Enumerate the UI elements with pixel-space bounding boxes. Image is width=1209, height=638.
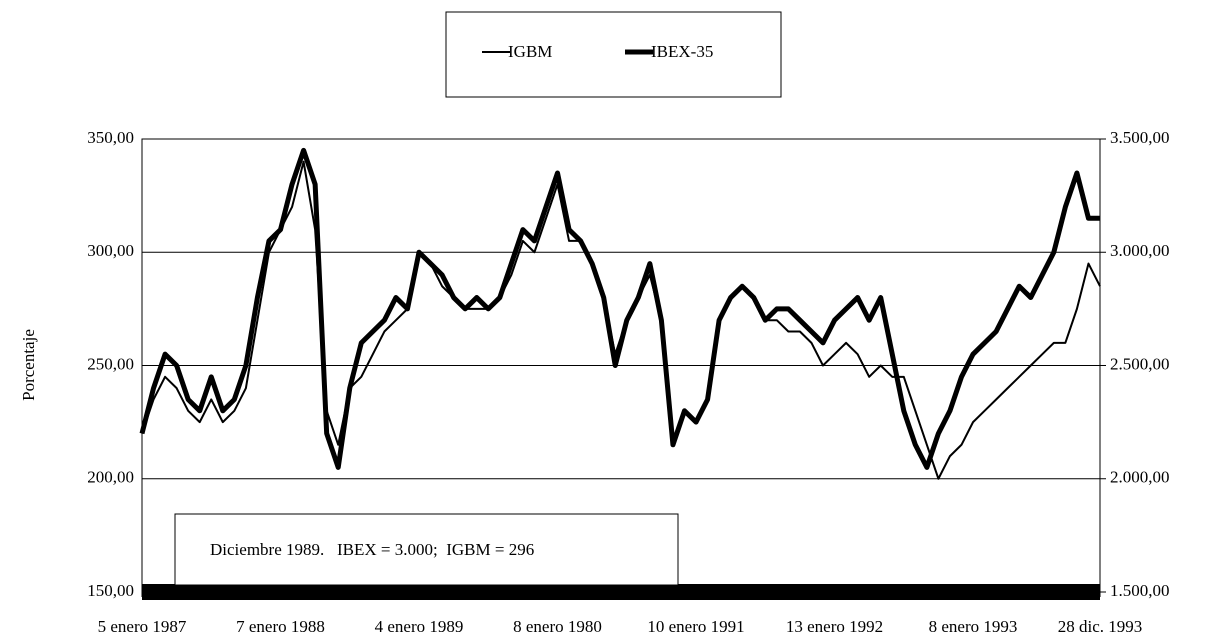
y2-tick-label: 2.000,00 [1110,468,1170,487]
legend-box [445,11,782,98]
annotation: Diciembre 1989. IBEX = 3.000; IGBM = 296 [210,540,534,559]
x-tick-label: 13 enero 1992 [786,617,883,636]
x-tick-label: 7 enero 1988 [236,617,325,636]
legend-label: IGBM [508,42,552,61]
annotation-box [174,513,679,586]
y-tick-label: 350,00 [87,128,134,147]
x-tick-label: 8 enero 1980 [513,617,602,636]
legend-label: IBEX-35 [651,42,713,61]
x-tick-label: 5 enero 1987 [98,617,187,636]
y-tick-label: 250,00 [87,354,134,373]
y2-tick-label: 2.500,00 [1110,354,1170,373]
x-axis-bar [142,584,1100,600]
x-tick-label: 28 dic. 1993 [1058,617,1143,636]
y-axis-label: Porcentaje [19,329,38,401]
series-line [139,147,1100,470]
x-tick-label: 8 enero 1993 [929,617,1018,636]
y2-tick-label: 1.500,00 [1110,581,1170,600]
y-tick-label: 200,00 [87,468,134,487]
y2-tick-label: 3.000,00 [1110,241,1170,260]
y-tick-label: 150,00 [87,581,134,600]
y2-tick-label: 3.500,00 [1110,128,1170,147]
x-tick-label: 10 enero 1991 [647,617,744,636]
y-tick-label: 300,00 [87,241,134,260]
x-tick-label: 4 enero 1989 [375,617,464,636]
